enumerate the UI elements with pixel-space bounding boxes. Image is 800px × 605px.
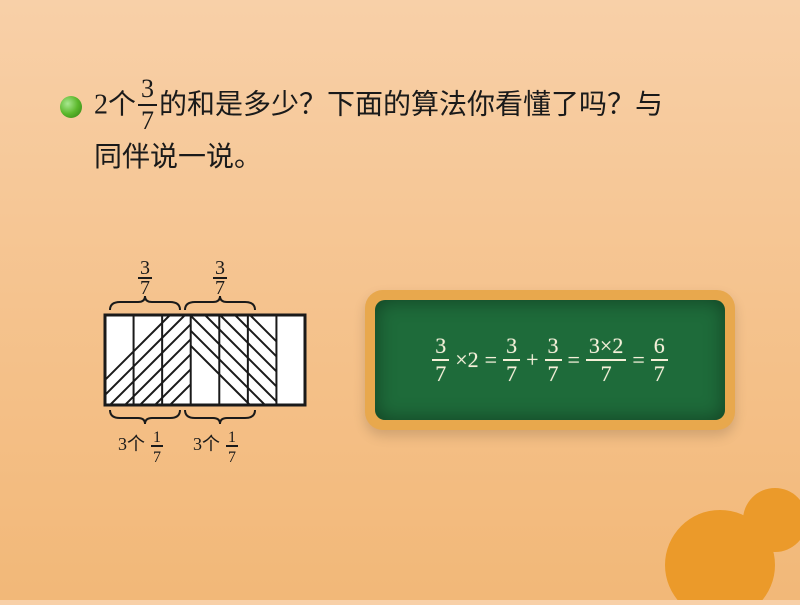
corner-decoration	[630, 450, 800, 600]
svg-text:3个: 3个	[193, 434, 220, 454]
fraction-diagram: 3 7 3 7	[90, 260, 330, 480]
eq-plus: +	[526, 347, 538, 373]
q-frac-num: 3	[138, 76, 157, 106]
svg-text:1: 1	[228, 429, 236, 446]
eq-times: ×2	[455, 347, 478, 373]
eq-frac-4: 3×27	[586, 335, 626, 385]
svg-text:7: 7	[228, 449, 236, 466]
bullet-icon	[60, 96, 82, 118]
eq-frac-5: 67	[651, 335, 668, 385]
chalkboard: 37 ×2 = 37 + 37 = 3×27 = 67	[365, 290, 735, 430]
eq-eq3: =	[632, 347, 644, 373]
eq-eq2: =	[568, 347, 580, 373]
q-line2: 同伴说一说。	[94, 142, 262, 173]
equation: 37 ×2 = 37 + 37 = 3×27 = 67	[432, 335, 668, 385]
svg-text:7: 7	[215, 277, 225, 299]
q-frac-den: 7	[138, 106, 157, 134]
svg-text:7: 7	[153, 449, 161, 466]
svg-text:7: 7	[140, 277, 150, 299]
question-block: 2个37的和是多少？下面的算法你看懂了吗？与 同伴说一说。	[60, 78, 740, 180]
svg-text:1: 1	[153, 429, 161, 446]
q-prefix: 2个	[94, 89, 136, 120]
q-fraction: 37	[138, 76, 157, 134]
svg-text:3个: 3个	[118, 434, 145, 454]
eq-frac-2: 37	[503, 335, 520, 385]
eq-frac-1: 37	[432, 335, 449, 385]
eq-eq1: =	[485, 347, 497, 373]
eq-frac-3: 37	[545, 335, 562, 385]
q-line1: 的和是多少？下面的算法你看懂了吗？与	[159, 89, 663, 120]
question-text: 2个37的和是多少？下面的算法你看懂了吗？与 同伴说一说。	[94, 78, 734, 180]
chalkboard-inner: 37 ×2 = 37 + 37 = 3×27 = 67	[375, 300, 725, 420]
